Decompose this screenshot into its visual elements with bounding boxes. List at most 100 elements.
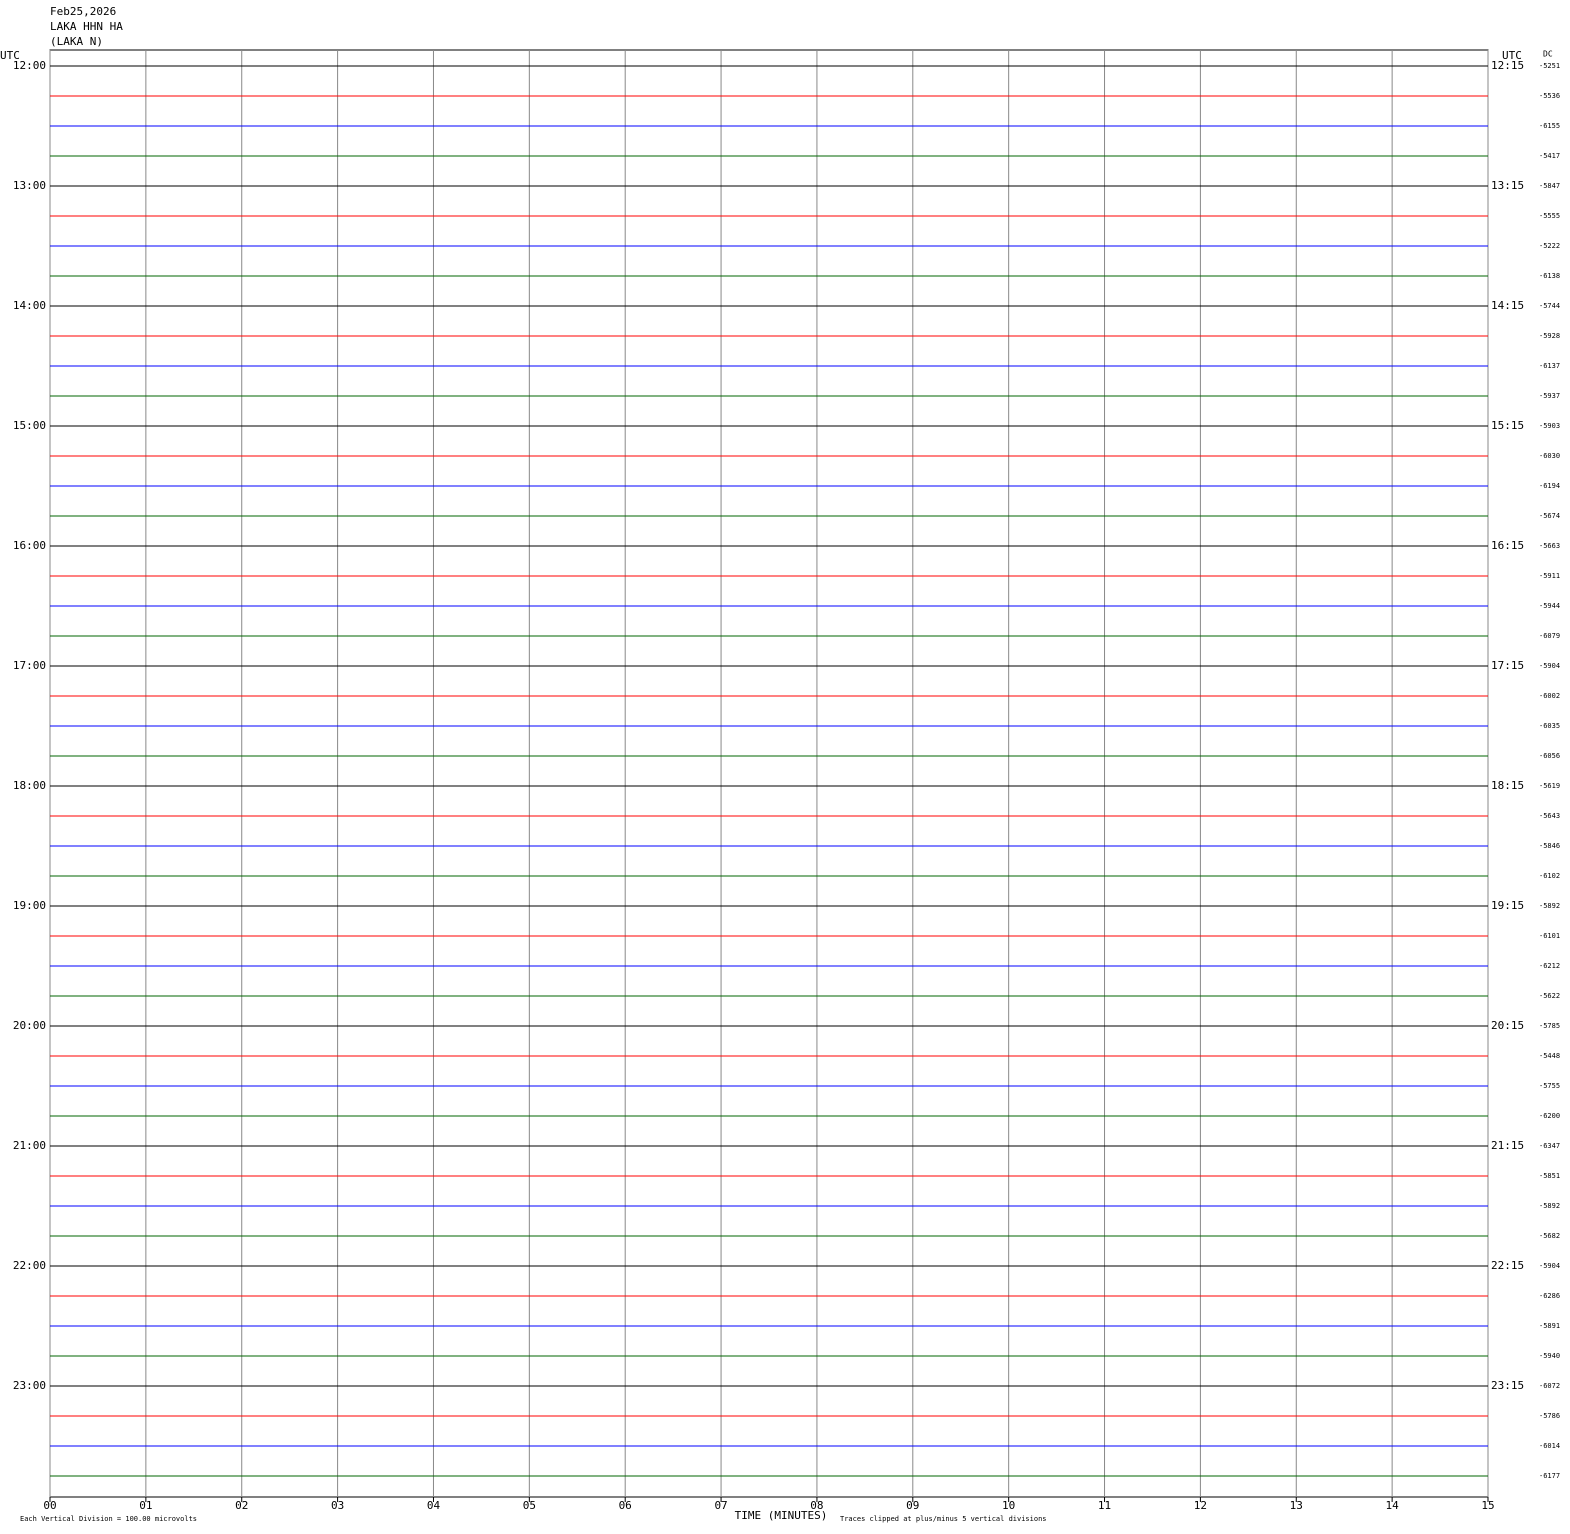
dc-label: -6137 (1539, 362, 1560, 370)
hour-label: 19:00 (13, 899, 46, 912)
hour-label: 23:00 (13, 1379, 46, 1392)
dc-label: -5937 (1539, 392, 1560, 400)
hour-label: 12:00 (13, 59, 46, 72)
dc-label: -5222 (1539, 242, 1560, 250)
dc-label: -6101 (1539, 932, 1560, 940)
x-tick-label: 12 (1194, 1499, 1207, 1512)
dc-label: -6102 (1539, 872, 1560, 880)
plot-frame (49, 49, 1489, 1498)
dc-label: -6177 (1539, 1472, 1560, 1480)
x-tick-label: 00 (43, 1499, 56, 1512)
hour-label-right: 22:15 (1491, 1259, 1524, 1272)
x-tick-label: 09 (906, 1499, 919, 1512)
hour-label-right: 21:15 (1491, 1139, 1524, 1152)
right-axis-title: UTC (1502, 49, 1522, 62)
dc-label: -5851 (1539, 1172, 1560, 1180)
dc-label: -6035 (1539, 722, 1560, 730)
hour-label-right: 19:15 (1491, 899, 1524, 912)
dc-label: -5755 (1539, 1082, 1560, 1090)
dc-label: -5786 (1539, 1412, 1560, 1420)
clip-note: Traces clipped at plus/minus 5 vertical … (840, 1515, 1047, 1523)
hour-label: 14:00 (13, 299, 46, 312)
hour-label-right: 17:15 (1491, 659, 1524, 672)
dc-label: -6056 (1539, 752, 1560, 760)
dc-label: -5643 (1539, 812, 1560, 820)
x-tick-label: 08 (810, 1499, 823, 1512)
dc-label: -5417 (1539, 152, 1560, 160)
x-tick-label: 06 (619, 1499, 632, 1512)
x-tick-label: 02 (235, 1499, 248, 1512)
dc-label: -6014 (1539, 1442, 1560, 1450)
dc-label: -6194 (1539, 482, 1560, 490)
x-tick-label: 04 (427, 1499, 441, 1512)
dc-label: -6347 (1539, 1142, 1560, 1150)
x-tick-label: 11 (1098, 1499, 1111, 1512)
dc-label: -5674 (1539, 512, 1560, 520)
dc-label: -6072 (1539, 1382, 1560, 1390)
hour-label-right: 23:15 (1491, 1379, 1524, 1392)
hour-label: 22:00 (13, 1259, 46, 1272)
hour-label-right: 15:15 (1491, 419, 1524, 432)
dc-label: -5904 (1539, 1262, 1560, 1270)
x-tick-label: 14 (1386, 1499, 1400, 1512)
dc-label: -6138 (1539, 272, 1560, 280)
dc-label: -5622 (1539, 992, 1560, 1000)
dc-label: -5892 (1539, 1202, 1560, 1210)
dc-label: -5940 (1539, 1352, 1560, 1360)
dc-label: -5892 (1539, 902, 1560, 910)
x-axis-label: TIME (MINUTES) (735, 1509, 828, 1522)
hour-label-right: 16:15 (1491, 539, 1524, 552)
dc-label: -5785 (1539, 1022, 1560, 1030)
x-tick-label: 03 (331, 1499, 344, 1512)
hour-label-right: 20:15 (1491, 1019, 1524, 1032)
x-tick-label: 01 (139, 1499, 152, 1512)
dc-label: -5619 (1539, 782, 1560, 790)
hour-label-right: 13:15 (1491, 179, 1524, 192)
x-tick-label: 15 (1481, 1499, 1494, 1512)
dc-title: DC (1543, 50, 1553, 59)
dc-label: -5928 (1539, 332, 1560, 340)
title-line: (LAKA N) (50, 35, 103, 48)
left-axis-title: UTC (0, 49, 20, 62)
hour-label-right: 14:15 (1491, 299, 1524, 312)
title-line: Feb25,2026 (50, 5, 116, 18)
hour-label-right: 12:15 (1491, 59, 1524, 72)
dc-label: -5903 (1539, 422, 1560, 430)
hour-label: 16:00 (13, 539, 46, 552)
dc-label: -5536 (1539, 92, 1560, 100)
dc-label: -6002 (1539, 692, 1560, 700)
dc-label: -5846 (1539, 842, 1560, 850)
hour-label: 20:00 (13, 1019, 46, 1032)
hour-label: 21:00 (13, 1139, 46, 1152)
dc-label: -5911 (1539, 572, 1560, 580)
dc-label: -6286 (1539, 1292, 1560, 1300)
dc-label: -5448 (1539, 1052, 1560, 1060)
scale-note: Each Vertical Division = 100.00 microvol… (20, 1515, 197, 1523)
x-tick-label: 10 (1002, 1499, 1015, 1512)
dc-label: -6079 (1539, 632, 1560, 640)
dc-label: -6030 (1539, 452, 1560, 460)
dc-label: -5251 (1539, 62, 1560, 70)
dc-label: -5904 (1539, 662, 1560, 670)
hour-label: 18:00 (13, 779, 46, 792)
x-tick-label: 07 (714, 1499, 727, 1512)
dc-label: -5663 (1539, 542, 1560, 550)
dc-label: -6200 (1539, 1112, 1560, 1120)
dc-label: -6155 (1539, 122, 1560, 130)
title-line: LAKA HHN HA (50, 20, 123, 33)
dc-label: -6212 (1539, 962, 1560, 970)
hour-label-right: 18:15 (1491, 779, 1524, 792)
x-tick-label: 13 (1290, 1499, 1303, 1512)
dc-label: -5944 (1539, 602, 1560, 610)
dc-label: -5891 (1539, 1322, 1560, 1330)
hour-label: 15:00 (13, 419, 46, 432)
hour-label: 17:00 (13, 659, 46, 672)
dc-label: -5682 (1539, 1232, 1560, 1240)
dc-label: -5555 (1539, 212, 1560, 220)
hour-label: 13:00 (13, 179, 46, 192)
x-tick-label: 05 (523, 1499, 536, 1512)
dc-label: -5847 (1539, 182, 1560, 190)
dc-label: -5744 (1539, 302, 1560, 310)
